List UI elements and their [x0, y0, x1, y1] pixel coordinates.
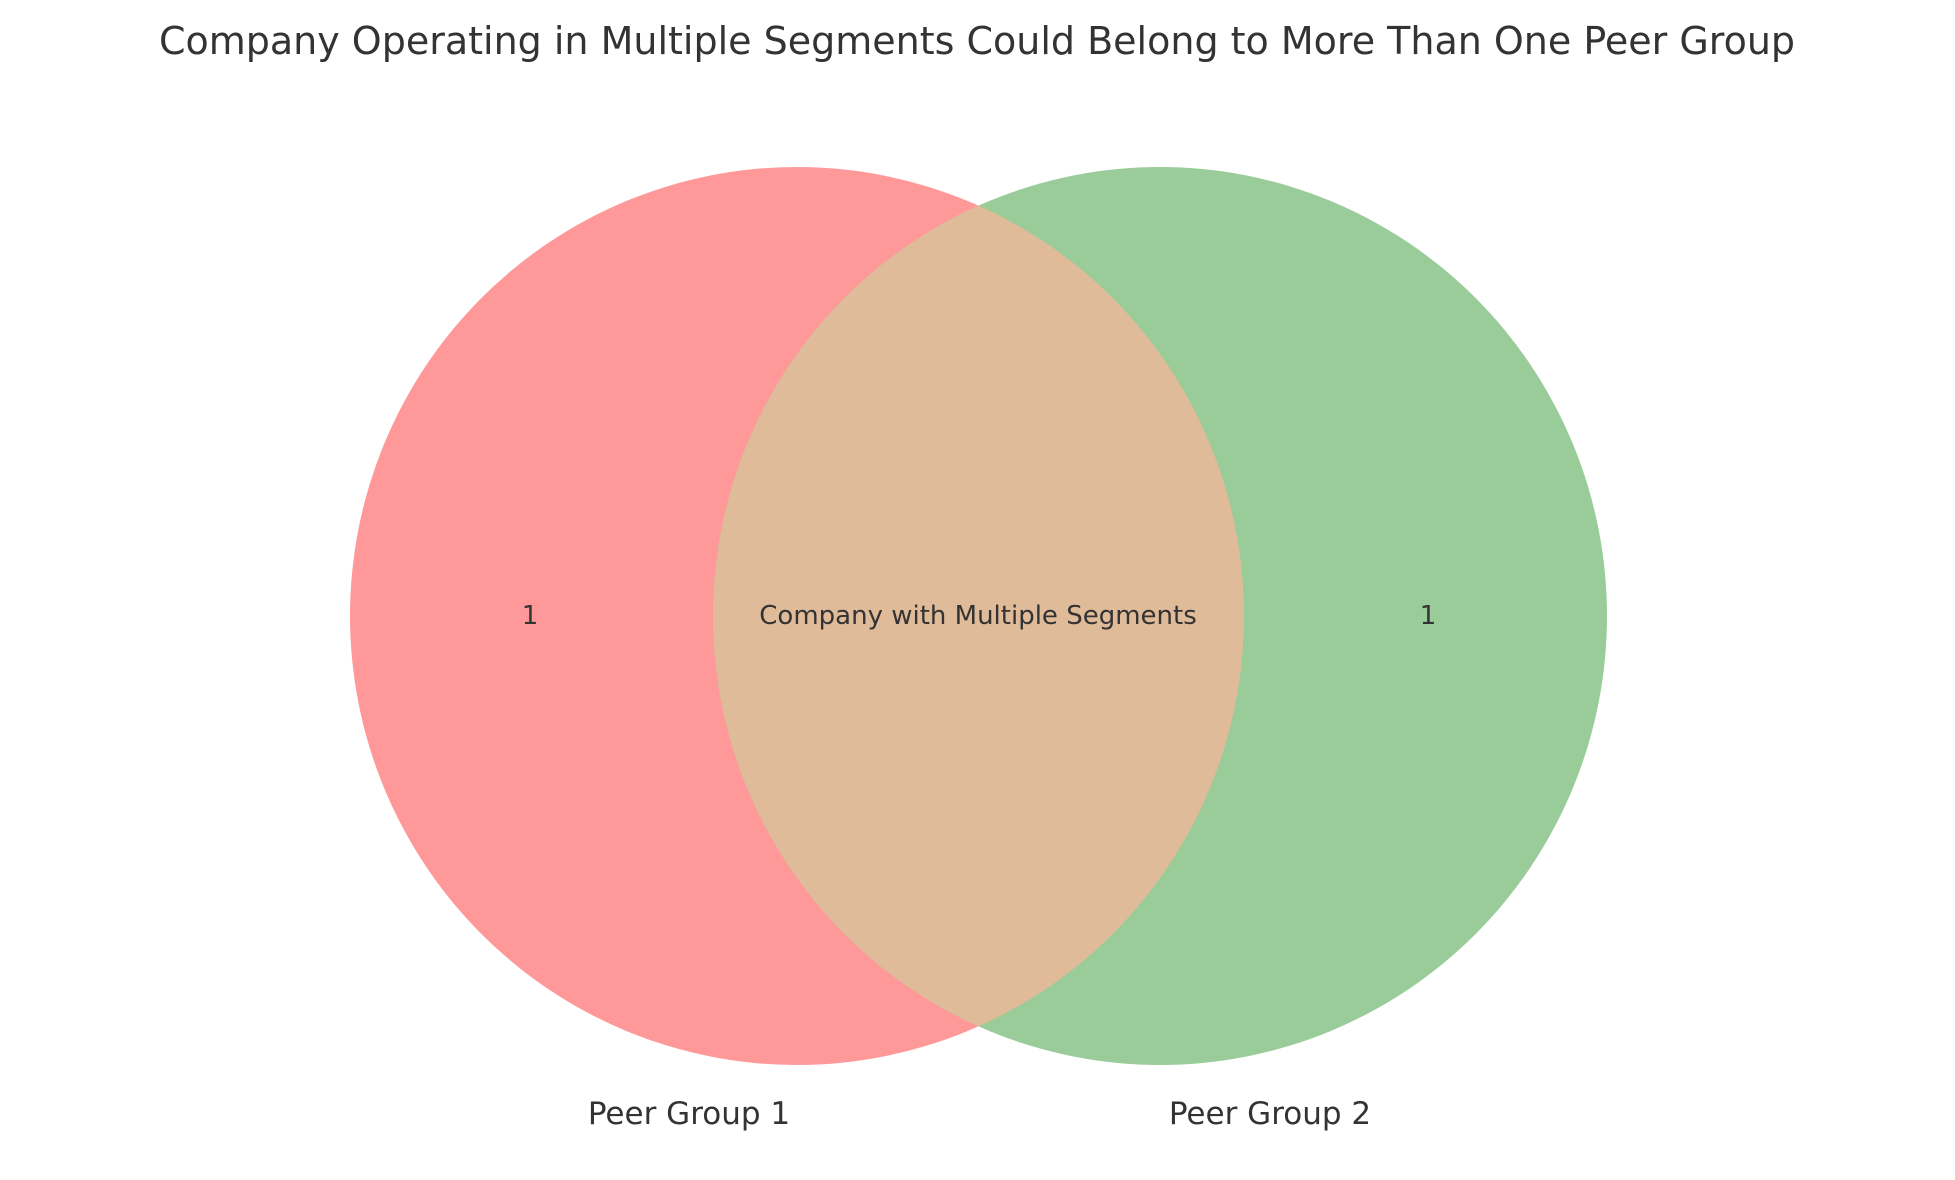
peer-group-1-label: Peer Group 1	[588, 1096, 790, 1132]
overlap-region	[713, 167, 1244, 1065]
intersection-label: Company with Multiple Segments	[759, 601, 1196, 631]
peer-group-2-only-count: 1	[1420, 601, 1437, 631]
peer-group-1-only-count: 1	[522, 601, 539, 631]
peer-group-2-label: Peer Group 2	[1169, 1096, 1371, 1132]
diagram-title: Company Operating in Multiple Segments C…	[159, 19, 1795, 63]
